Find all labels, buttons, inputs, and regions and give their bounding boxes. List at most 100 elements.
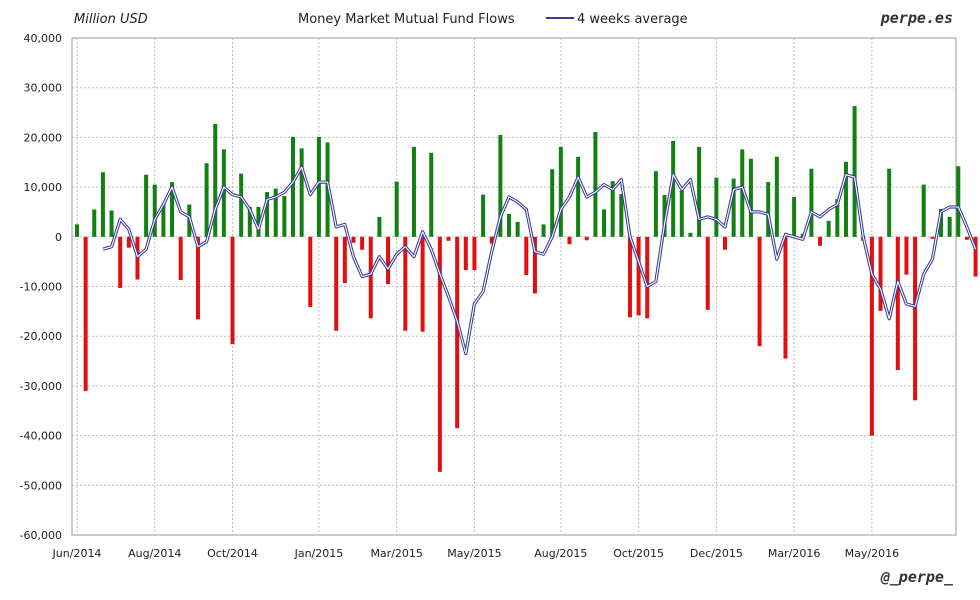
flow-bar [584,236,589,241]
flow-bar [973,236,978,277]
flow-bar [671,140,676,237]
flow-bar [109,210,114,237]
flow-bar [558,146,563,237]
flow-bar [299,148,304,237]
x-tick-label: Aug/2014 [128,547,181,560]
flow-bar [437,236,442,472]
flow-bar [403,236,408,331]
flow-bar [420,236,425,332]
unit-label: Million USD [74,12,148,27]
flow-bar [809,168,814,237]
flow-bar [308,236,313,307]
x-tick-label: Dec/2015 [690,547,743,560]
flow-bar [550,169,555,237]
flow-bar [273,188,278,237]
flow-bar [411,146,416,237]
flow-bar [610,181,615,237]
flow-bar [429,152,434,237]
x-tick-label: Oct/2015 [613,547,664,560]
flow-bar [887,168,892,237]
flow-bar [351,236,356,243]
flow-bar [386,236,391,285]
flow-bar [748,158,753,237]
flow-bar [463,236,468,271]
flow-bar [498,134,503,237]
y-tick-label: -40,000 [20,430,62,443]
flow-bar [636,236,641,316]
y-tick-label: -30,000 [20,380,62,393]
flow-bar [360,236,365,250]
flow-bar [256,206,261,237]
flow-bar [688,232,693,237]
flow-bar [714,177,719,237]
flow-bar [939,208,943,237]
flow-bar [178,236,183,281]
flow-bar [532,236,537,294]
flow-bar [195,236,200,320]
flow-bar [524,236,529,276]
y-tick-label: -10,000 [20,281,62,294]
flow-bar [100,172,105,237]
flow-bar [507,213,511,237]
y-tick-label: -20,000 [20,330,62,343]
flow-bar [83,236,88,391]
average-line-core [102,166,977,355]
flow-bar [930,236,935,239]
legend-label: 4 weeks average [577,12,688,27]
twitter-handle: @_perpe_ [880,568,954,586]
flow-bar [627,236,632,318]
flow-bar [964,236,969,240]
flow-bar [170,182,175,237]
flow-bar [75,224,79,237]
flow-bar [576,156,581,237]
y-tick-label: 10,000 [24,181,63,194]
flow-bar [757,236,762,347]
flow-bar [152,184,157,237]
y-tick-label: 40,000 [24,32,63,45]
flow-bar [92,209,97,237]
flow-bar [895,236,900,370]
flow-bar [679,190,684,237]
flow-bar [593,131,598,237]
flow-bar [489,236,494,244]
flow-bar [221,149,226,237]
flow-bar [291,136,295,237]
x-tick-label: Aug/2015 [534,547,587,560]
chart-title: Money Market Mutual Fund Flows [298,12,515,27]
y-axis-ticks: 40,000 30,000 20,000 10,000 0 -10,000 -20,000 -… [20,32,62,542]
flow-bar [118,236,123,288]
flow-bar [697,146,702,237]
flow-bar [956,166,961,237]
average-line [102,165,978,356]
flow-bar [740,149,745,237]
flow-bar [818,236,823,246]
flow-bar [368,236,373,319]
flow-bar [126,236,131,248]
flow-bar [213,123,218,237]
flow-bar [161,203,166,237]
flow-bar [619,194,624,237]
flow-bar [342,236,347,284]
flow-bar [766,182,771,237]
flow-bar [852,106,857,237]
y-tick-label: -60,000 [20,529,62,542]
flow-bar [541,224,546,237]
flow-bar [774,156,779,237]
flow-bar [472,236,477,271]
y-tick-label: 20,000 [24,131,63,144]
x-tick-label: May/2015 [447,547,501,560]
flow-bar [904,236,909,275]
flow-bar [783,236,788,359]
flow-bar [723,236,727,250]
flow-bar [481,194,486,237]
flow-bar [567,236,572,245]
flow-bar [947,216,952,237]
y-tick-label: 30,000 [24,82,63,95]
flow-bar [731,178,736,237]
flow-bar [869,236,874,436]
flow-bar [645,236,650,319]
flow-bar [792,197,797,237]
x-tick-label: Mar/2016 [768,547,820,560]
flow-bar [455,236,460,429]
flow-bars [75,106,978,472]
